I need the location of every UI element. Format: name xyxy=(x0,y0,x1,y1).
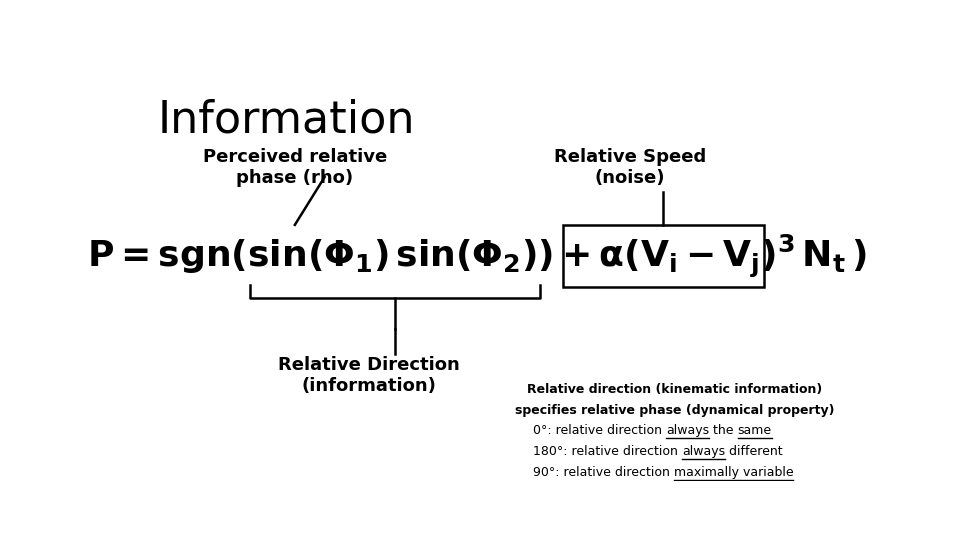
Text: specifies relative phase (dynamical property): specifies relative phase (dynamical prop… xyxy=(515,404,834,417)
Text: 180°: relative direction: 180°: relative direction xyxy=(533,446,682,458)
Text: always: always xyxy=(666,424,709,437)
Text: same: same xyxy=(737,424,772,437)
Text: Relative direction (kinematic information): Relative direction (kinematic informatio… xyxy=(527,383,822,396)
Text: always: always xyxy=(682,446,725,458)
Text: Perceived relative
phase (rho): Perceived relative phase (rho) xyxy=(203,148,387,187)
Text: the: the xyxy=(709,424,737,437)
Text: 0°: relative direction: 0°: relative direction xyxy=(533,424,666,437)
Text: maximally variable: maximally variable xyxy=(674,466,793,479)
Text: 90°: relative direction: 90°: relative direction xyxy=(533,466,674,479)
Text: Information: Information xyxy=(157,98,415,141)
Text: $\mathbf{P = sgn(sin(\Phi_1)\,sin(\Phi_2)) + \alpha(V_i - V_j)^3\,N_t\,)}$: $\mathbf{P = sgn(sin(\Phi_1)\,sin(\Phi_2… xyxy=(87,232,867,280)
Text: Relative Speed
(noise): Relative Speed (noise) xyxy=(554,148,706,187)
Text: different: different xyxy=(725,446,782,458)
Text: Relative Direction
(information): Relative Direction (information) xyxy=(278,356,460,395)
